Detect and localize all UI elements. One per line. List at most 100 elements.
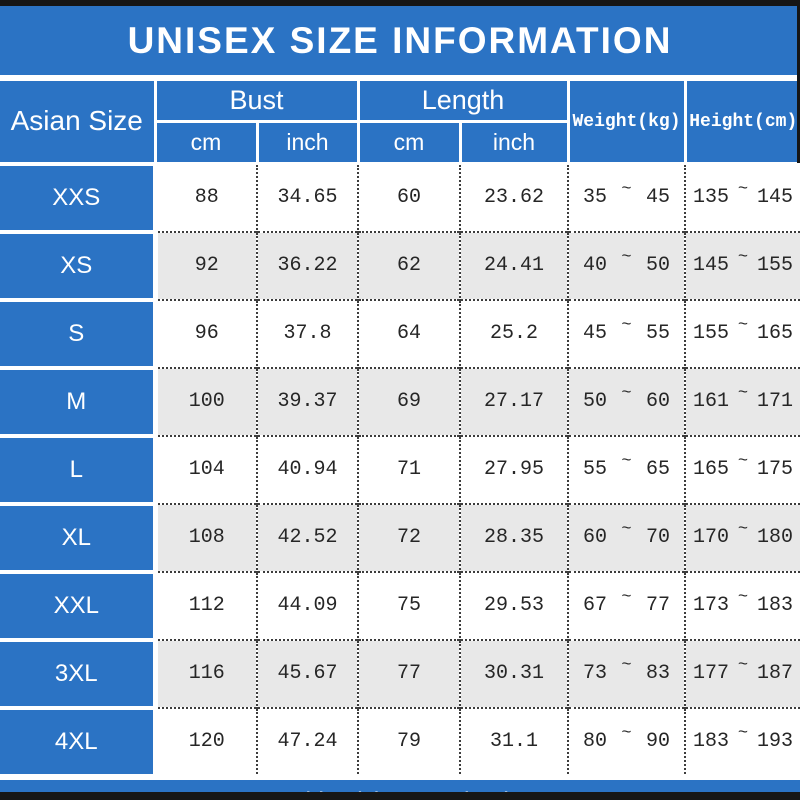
title-band: UNISEX SIZE INFORMATION	[0, 6, 800, 78]
weight-max: 60	[645, 390, 670, 413]
bust-inch-value: 45.67	[256, 638, 358, 708]
height-max: 165	[756, 322, 793, 345]
table-row-m: M 100 39.37 69 27.17 50 ~60 161 ~171	[0, 365, 800, 436]
bust-cm-value: 108	[154, 502, 257, 572]
length-cm-value: 77	[357, 638, 460, 708]
size-table: Asian Size Bust Length Weight(kg) Height…	[0, 78, 800, 774]
weight-max: 90	[645, 729, 670, 753]
tilde-symbol: ~	[621, 588, 632, 607]
size-label: 4XL	[0, 705, 158, 774]
tilde-symbol: ~	[737, 180, 749, 200]
weight-min: 40	[583, 254, 608, 277]
column-header-weight: Weight(kg)	[566, 78, 687, 165]
weight-min: 45	[583, 322, 608, 345]
length-cm-value: 60	[357, 162, 460, 232]
size-label: L	[0, 433, 158, 504]
table-row-xl: XL 108 42.52 72 28.35 60 ~70 170 ~180	[0, 501, 800, 572]
bust-cm-value: 92	[154, 230, 257, 300]
size-label: XXL	[0, 569, 158, 640]
subheader-bust-cm: cm	[153, 120, 259, 165]
table-row-xxl: XXL 112 44.09 75 29.53 67 ~77 173 ~183	[0, 569, 800, 640]
length-inch-value: 24.41	[459, 230, 568, 300]
bust-inch-value: 44.09	[256, 570, 358, 640]
length-cm-value: 79	[357, 706, 460, 774]
height-max: 171	[756, 390, 793, 413]
subheader-length-cm: cm	[356, 120, 462, 165]
weight-max: 83	[645, 662, 670, 685]
header-row-units: cm inch cm inch	[0, 120, 800, 165]
weight-max: 70	[645, 526, 670, 549]
height-min: 173	[693, 594, 730, 617]
weight-min: 55	[583, 458, 608, 481]
height-max: 175	[756, 458, 793, 481]
header-row-groups: Asian Size Bust Length Weight(kg) Height…	[0, 78, 800, 165]
height-min: 165	[693, 458, 730, 481]
height-range: 165 ~175	[684, 434, 800, 504]
weight-range: 60 ~70	[567, 502, 685, 572]
size-label: XXS	[0, 161, 158, 232]
height-max: 193	[756, 729, 793, 753]
height-max: 187	[756, 662, 793, 685]
tilde-symbol: ~	[737, 384, 749, 403]
height-range: 183 ~193	[684, 706, 800, 774]
tilde-symbol: ~	[737, 723, 749, 743]
column-header-bust: Bust	[153, 78, 360, 123]
weight-max: 50	[645, 254, 670, 277]
bust-cm-value: 116	[154, 638, 257, 708]
bust-inch-value: 39.37	[256, 366, 358, 436]
length-inch-value: 23.62	[459, 162, 568, 232]
weight-min: 35	[583, 186, 608, 210]
subheader-length-inch: inch	[458, 120, 570, 165]
table-row-4xl: 4XL 120 47.24 79 31.1 80 ~90 183 ~193	[0, 705, 800, 774]
bust-inch-value: 40.94	[256, 434, 358, 504]
tilde-symbol: ~	[737, 656, 749, 675]
height-min: 161	[693, 390, 730, 413]
height-range: 173 ~183	[684, 570, 800, 640]
table-row-l: L 104 40.94 71 27.95 55 ~65 165 ~175	[0, 433, 800, 504]
height-range: 170 ~180	[684, 502, 800, 572]
height-min: 170	[693, 526, 730, 549]
weight-range: 67 ~77	[567, 570, 685, 640]
tilde-symbol: ~	[621, 384, 632, 403]
weight-max: 77	[645, 594, 670, 617]
tilde-symbol: ~	[737, 588, 749, 607]
height-range: 155 ~165	[684, 298, 800, 368]
height-range: 161 ~171	[684, 366, 800, 436]
size-label: XS	[0, 229, 158, 300]
table-row-s: S 96 37.8 64 25.2 45 ~55 155 ~165	[0, 297, 800, 368]
height-max: 145	[756, 186, 793, 210]
weight-max: 45	[645, 186, 670, 210]
tilde-symbol: ~	[621, 452, 632, 471]
size-label: XL	[0, 501, 158, 572]
weight-max: 65	[645, 458, 670, 481]
weight-min: 50	[583, 390, 608, 413]
top-black-bar	[0, 0, 800, 6]
height-range: 135 ~145	[684, 162, 800, 232]
bust-cm-value: 100	[154, 366, 257, 436]
weight-range: 40 ~50	[567, 230, 685, 300]
subheader-bust-inch: inch	[255, 120, 360, 165]
length-cm-value: 64	[357, 298, 460, 368]
tilde-symbol: ~	[737, 248, 749, 267]
tilde-symbol: ~	[621, 248, 632, 267]
height-min: 135	[693, 186, 730, 210]
bust-inch-value: 36.22	[256, 230, 358, 300]
footer-gap	[0, 773, 800, 780]
bust-cm-value: 120	[154, 706, 257, 774]
weight-range: 73 ~83	[567, 638, 685, 708]
right-edge-strip	[797, 0, 800, 163]
length-cm-value: 62	[357, 230, 460, 300]
weight-range: 50 ~60	[567, 366, 685, 436]
height-min: 155	[693, 322, 730, 345]
column-header-height: Height(cm)	[683, 78, 800, 165]
bust-inch-value: 34.65	[256, 162, 358, 232]
height-min: 177	[693, 662, 730, 685]
column-header-length: Length	[356, 78, 570, 123]
weight-min: 60	[583, 526, 608, 549]
tilde-symbol: ~	[737, 452, 749, 471]
length-cm-value: 69	[357, 366, 460, 436]
weight-range: 80 ~90	[567, 706, 685, 774]
bust-cm-value: 96	[154, 298, 257, 368]
height-min: 183	[693, 729, 730, 753]
